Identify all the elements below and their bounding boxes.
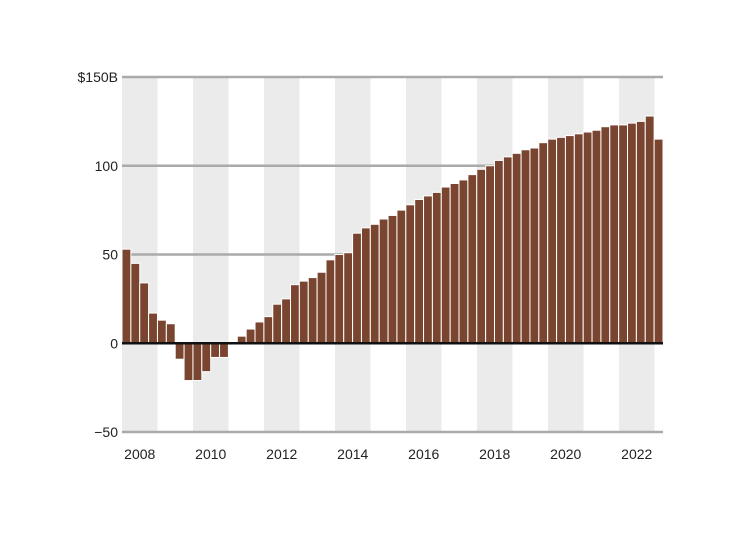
x-axis-labels: 2008 2010 2012 2014 2016 2018 2020 2022 <box>124 446 652 462</box>
bar <box>653 138 664 344</box>
bar <box>644 115 655 344</box>
bar <box>556 136 566 344</box>
bar <box>458 179 469 344</box>
x-tick-label: 2012 <box>266 446 297 462</box>
bar <box>343 252 354 344</box>
bar <box>547 138 558 344</box>
y-tick-label: −50 <box>94 424 118 440</box>
x-tick-label: 2010 <box>195 446 226 462</box>
bar <box>121 248 132 344</box>
y-tick-label: 0 <box>110 335 118 351</box>
bar <box>148 312 158 344</box>
bar <box>573 133 584 344</box>
bar <box>564 135 575 344</box>
bar <box>369 223 380 344</box>
bar <box>396 209 407 344</box>
bar <box>378 218 389 344</box>
bar <box>272 303 283 344</box>
bar <box>130 262 141 344</box>
bar <box>423 195 433 344</box>
x-tick-label: 2014 <box>337 446 368 462</box>
bar <box>174 342 185 360</box>
bar <box>635 120 646 344</box>
bar <box>414 198 425 344</box>
bar <box>387 214 398 344</box>
bar <box>627 122 637 344</box>
bar <box>476 168 487 344</box>
bar <box>529 147 540 344</box>
bar <box>352 232 362 344</box>
y-tick-label: 100 <box>95 158 119 174</box>
bar <box>245 328 256 344</box>
x-tick-label: 2020 <box>550 446 581 462</box>
bar <box>316 271 327 344</box>
bar <box>254 321 265 344</box>
bar <box>183 342 194 382</box>
bar <box>582 131 593 344</box>
bar <box>502 156 513 344</box>
bar <box>511 152 522 344</box>
bar <box>325 259 336 344</box>
y-tick-label: $150B <box>78 69 118 85</box>
bar <box>405 204 416 344</box>
bar <box>493 159 504 344</box>
x-tick-label: 2022 <box>621 446 652 462</box>
bar <box>600 126 611 344</box>
bar <box>449 183 460 344</box>
bar <box>440 186 451 344</box>
bar <box>467 174 478 344</box>
bar <box>290 284 300 344</box>
bar <box>156 319 167 344</box>
x-tick-label: 2018 <box>479 446 510 462</box>
bar <box>618 124 629 344</box>
bar <box>263 316 274 344</box>
bar <box>219 342 229 358</box>
x-tick-label: 2016 <box>408 446 439 462</box>
bar <box>431 191 442 344</box>
bar <box>609 124 620 344</box>
bar <box>520 149 531 344</box>
bar <box>591 129 602 344</box>
bar <box>192 342 203 382</box>
y-axis-labels: $150B 100 50 0 −50 <box>78 69 119 440</box>
bar <box>139 282 150 344</box>
bar <box>281 298 292 344</box>
bar <box>210 342 221 358</box>
bar <box>298 280 309 344</box>
bar <box>334 254 345 344</box>
bar <box>307 277 318 344</box>
x-tick-label: 2008 <box>124 446 155 462</box>
bar <box>201 342 212 373</box>
bar <box>485 165 495 344</box>
bar <box>538 142 549 344</box>
bar <box>165 323 176 344</box>
bar <box>360 227 371 344</box>
y-tick-label: 50 <box>102 247 118 263</box>
